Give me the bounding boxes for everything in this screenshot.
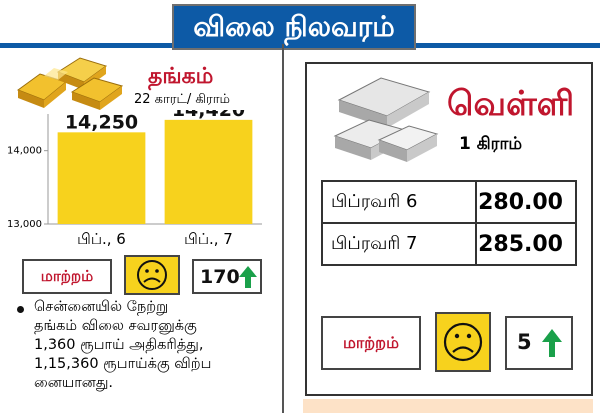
bottom-strip <box>303 399 593 413</box>
page-title: விலை நிலவரம் <box>172 4 416 50</box>
bar-value-label: 14,420 <box>172 110 245 121</box>
gold-news-line: சென்னையில் நேற்று <box>34 299 169 315</box>
gold-change-label-box: மாற்றம் <box>22 259 112 294</box>
silver-date: பிப்ரவரி 7 <box>320 222 478 266</box>
gold-news-line: னையானது. <box>34 375 114 391</box>
silver-change-value: 5 <box>517 330 532 354</box>
gold-sad-face-box <box>124 255 180 295</box>
silver-unit: 1 கிராம் <box>459 134 523 154</box>
gold-news-line: 1,360 ரூபாய் அதிகரித்து, <box>34 337 204 353</box>
silver-bars-icon <box>333 77 439 162</box>
bar-value-label: 14,250 <box>65 111 138 133</box>
gold-news-line: 1,15,360 ரூபாய்க்கு விற்ப <box>34 356 212 372</box>
panel-divider <box>282 44 284 413</box>
sad-face-icon <box>443 322 483 362</box>
x-tick-label: பிப்., 6 <box>77 230 126 248</box>
y-tick-label: 13,000 <box>7 219 42 230</box>
silver-price: 280.00 <box>475 180 577 224</box>
sad-face-icon <box>137 260 167 290</box>
up-arrow-icon <box>239 266 257 288</box>
gold-change-value: 170 <box>200 266 240 288</box>
silver-panel: வெள்ளி 1 கிராம் பிப்ரவரி 6 280.00 பிப்ரவ… <box>305 62 593 396</box>
up-arrow-icon <box>542 329 562 357</box>
gold-news-text: சென்னையில் நேற்று தங்கம் விலை சவரனுக்கு … <box>34 298 274 393</box>
silver-change-label-box: மாற்றம் <box>321 316 421 370</box>
silver-title: வெள்ளி <box>447 84 575 124</box>
bullet-dot <box>17 306 24 313</box>
table-row: பிப்ரவரி 6 280.00 <box>320 180 577 224</box>
silver-date: பிப்ரவரி 6 <box>320 180 478 224</box>
silver-change-value-box: 5 <box>505 316 573 370</box>
gold-price-chart: 13,000 14,000 14,250 பிப்., 6 14,420 பிப்., 7 <box>7 110 262 248</box>
table-row: பிப்ரவரி 7 285.00 <box>320 222 577 266</box>
bar <box>164 119 253 224</box>
y-tick-label: 14,000 <box>7 146 42 157</box>
gold-panel: தங்கம் 22 காரட்/ கிராம் 13,000 14,000 14,2… <box>4 50 268 412</box>
silver-price-table: பிப்ரவரி 6 280.00 பிப்ரவரி 7 285.00 <box>320 180 577 266</box>
silver-change-label: மாற்றம் <box>343 333 399 352</box>
bar <box>57 132 146 224</box>
gold-title: தங்கம் <box>148 64 214 89</box>
x-tick-label: பிப்., 7 <box>184 230 233 248</box>
gold-news-line: தங்கம் விலை சவரனுக்கு <box>34 318 197 334</box>
silver-sad-face-box <box>435 312 491 372</box>
gold-change-label: மாற்றம் <box>40 267 94 285</box>
silver-price: 285.00 <box>475 222 577 266</box>
gold-bars-icon <box>16 57 124 110</box>
gold-change-value-box: 170 <box>192 259 262 294</box>
gold-unit: 22 காரட்/ கிராம் <box>134 92 230 107</box>
